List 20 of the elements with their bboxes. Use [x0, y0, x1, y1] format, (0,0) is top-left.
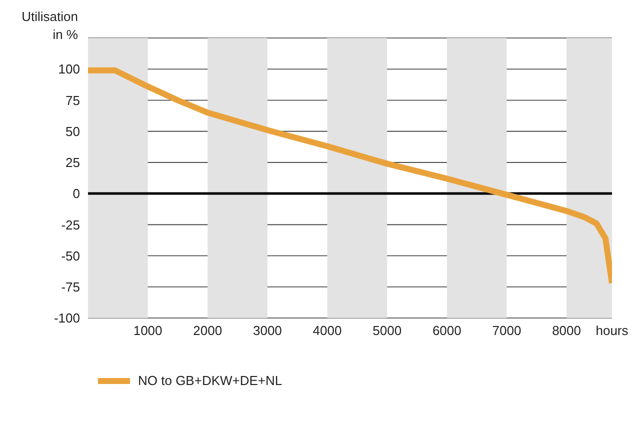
x-tick-label: 1000 [133, 323, 162, 338]
x-tick-label: 2000 [193, 323, 222, 338]
x-tick-label: 3000 [252, 323, 282, 338]
x-tick-label: hours [596, 323, 629, 338]
y-tick-label: 25 [66, 155, 80, 170]
y-tick-label: 75 [66, 92, 80, 108]
x-tick-label: 4000 [312, 323, 342, 338]
y-tick-label: -25 [61, 217, 80, 232]
legend-label: NO to GB+DKW+DE+NL [138, 373, 282, 388]
x-tick-label: 5000 [372, 323, 402, 338]
y-axis-title: Utilisation in % [20, 8, 78, 44]
y-tick-label: -75 [61, 280, 80, 295]
x-tick-label: 8000 [552, 323, 581, 338]
y-tick-label: 100 [58, 62, 80, 77]
x-tick-label: 7000 [492, 323, 522, 338]
y-tick-label: -100 [54, 310, 80, 326]
y-tick-label: 0 [72, 186, 80, 202]
y-tick-label: -50 [61, 248, 80, 264]
x-tick-label: 6000 [432, 323, 462, 338]
y-tick-label: 50 [66, 124, 80, 139]
